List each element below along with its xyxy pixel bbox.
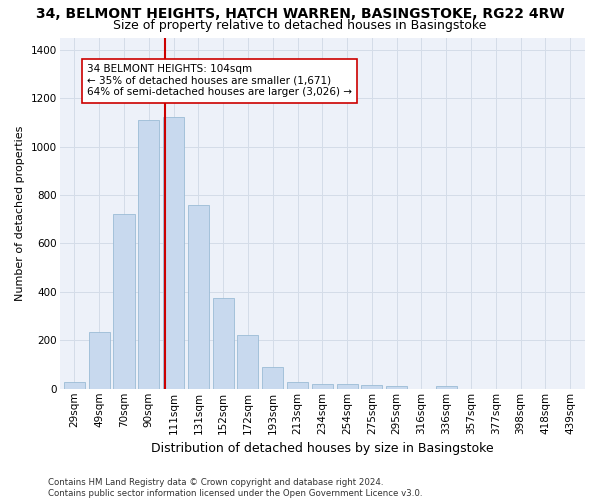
Bar [361, 385, 382, 389]
Bar [287, 382, 308, 389]
Bar [163, 118, 184, 389]
Bar [188, 204, 209, 389]
X-axis label: Distribution of detached houses by size in Basingstoke: Distribution of detached houses by size … [151, 442, 494, 455]
Bar [312, 384, 333, 389]
Bar [337, 384, 358, 389]
Text: Contains HM Land Registry data © Crown copyright and database right 2024.
Contai: Contains HM Land Registry data © Crown c… [48, 478, 422, 498]
Bar [212, 298, 233, 389]
Bar [64, 382, 85, 389]
Bar [436, 386, 457, 389]
Y-axis label: Number of detached properties: Number of detached properties [15, 126, 25, 301]
Bar [262, 367, 283, 389]
Text: 34 BELMONT HEIGHTS: 104sqm
← 35% of detached houses are smaller (1,671)
64% of s: 34 BELMONT HEIGHTS: 104sqm ← 35% of deta… [87, 64, 352, 98]
Bar [386, 386, 407, 389]
Bar [238, 336, 259, 389]
Text: Size of property relative to detached houses in Basingstoke: Size of property relative to detached ho… [113, 19, 487, 32]
Bar [138, 120, 160, 389]
Bar [113, 214, 134, 389]
Text: 34, BELMONT HEIGHTS, HATCH WARREN, BASINGSTOKE, RG22 4RW: 34, BELMONT HEIGHTS, HATCH WARREN, BASIN… [35, 8, 565, 22]
Bar [89, 332, 110, 389]
